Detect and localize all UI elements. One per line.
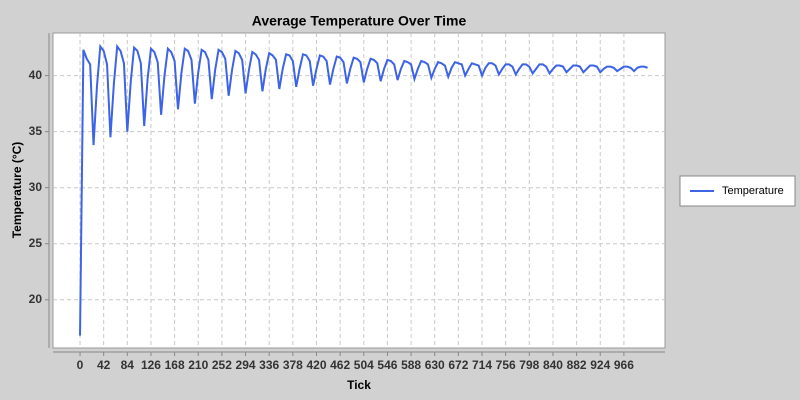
chart-title: Average Temperature Over Time <box>252 13 467 29</box>
x-tick-label: 546 <box>377 358 397 372</box>
x-tick-label: 336 <box>259 358 279 372</box>
y-tick-label: 30 <box>29 180 43 194</box>
x-tick-label: 378 <box>283 358 303 372</box>
legend-label: Temperature <box>722 185 784 197</box>
x-tick-label: 672 <box>448 358 468 372</box>
y-axis-label: Temperature (°C) <box>10 142 24 239</box>
x-tick-label: 882 <box>567 358 587 372</box>
x-tick-label: 588 <box>401 358 421 372</box>
y-tick-label: 20 <box>29 292 43 306</box>
x-tick-label: 252 <box>212 358 232 372</box>
line <box>79 43 648 336</box>
y-tick-label: 40 <box>29 68 43 82</box>
x-tick-label: 840 <box>543 358 563 372</box>
x-tick-label: 714 <box>472 358 492 372</box>
x-tick-label: 420 <box>306 358 326 372</box>
x-tick-label: 294 <box>236 358 256 372</box>
y-tick-label: 35 <box>29 124 43 138</box>
x-tick-label: 210 <box>188 358 208 372</box>
x-tick-label: 798 <box>519 358 539 372</box>
x-tick-label: 126 <box>141 358 161 372</box>
plot-area <box>52 32 666 349</box>
x-tick-label: 84 <box>121 358 135 372</box>
x-tick-label: 462 <box>330 358 350 372</box>
x-tick-label: 42 <box>97 358 111 372</box>
x-tick-label: 630 <box>425 358 445 372</box>
x-tick-label: 966 <box>614 358 634 372</box>
x-tick-label: 756 <box>496 358 516 372</box>
y-tick-label: 25 <box>29 236 43 250</box>
x-tick-label: 504 <box>354 358 374 372</box>
x-tick-label: 168 <box>165 358 185 372</box>
x-tick-label: 924 <box>590 358 610 372</box>
x-axis-label: Tick <box>347 378 371 392</box>
x-tick-label: 0 <box>77 358 84 372</box>
